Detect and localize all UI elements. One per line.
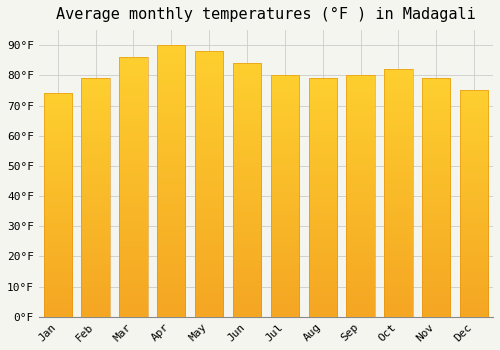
Bar	[157, 45, 186, 317]
Bar	[195, 51, 224, 317]
Bar	[119, 57, 148, 317]
Bar	[346, 75, 375, 317]
Bar	[82, 78, 110, 317]
Bar	[308, 78, 337, 317]
Bar	[384, 69, 412, 317]
Bar	[460, 90, 488, 317]
Bar	[44, 93, 72, 317]
Bar	[270, 75, 299, 317]
Bar	[233, 63, 261, 317]
Title: Average monthly temperatures (°F ) in Madagali: Average monthly temperatures (°F ) in Ma…	[56, 7, 476, 22]
Bar	[422, 78, 450, 317]
